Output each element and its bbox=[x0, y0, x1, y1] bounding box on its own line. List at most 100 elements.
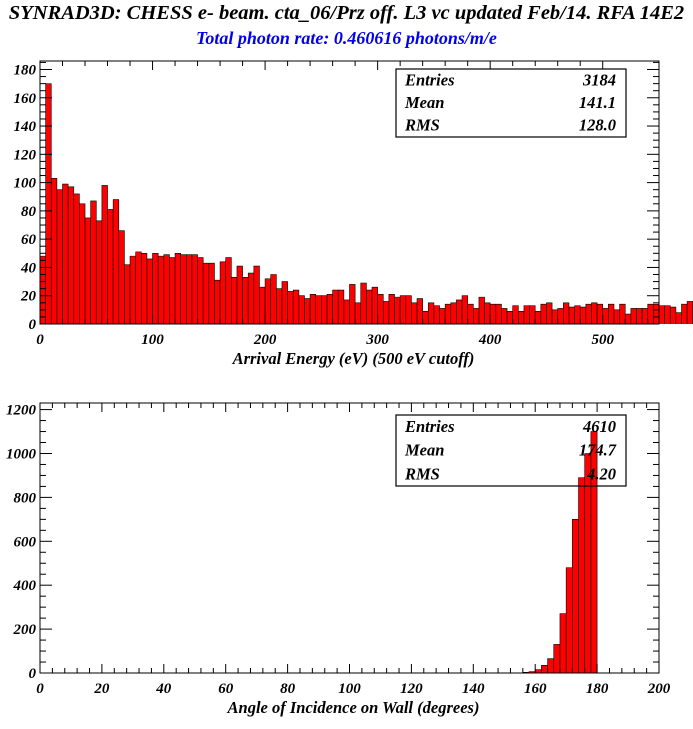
histogram-bar bbox=[445, 304, 451, 324]
histogram-bar bbox=[259, 287, 266, 324]
histogram-bar bbox=[578, 477, 585, 673]
histogram-bar bbox=[400, 295, 406, 324]
histogram-bar bbox=[653, 304, 659, 324]
histogram-bar bbox=[388, 294, 395, 324]
histogram-bar bbox=[383, 301, 389, 324]
y-tick-label: 20 bbox=[20, 289, 37, 305]
histogram-bar bbox=[670, 307, 676, 324]
histogram-bar bbox=[512, 305, 519, 324]
histogram-bar bbox=[225, 257, 232, 324]
stats-box-frame bbox=[395, 414, 627, 487]
x-tick-label: 0 bbox=[36, 681, 44, 697]
x-tick-label: 80 bbox=[280, 681, 296, 697]
histogram-bar bbox=[439, 308, 446, 324]
y-tick-label: 400 bbox=[13, 578, 37, 594]
histogram-bar bbox=[332, 290, 339, 324]
stats-rms-label: RMS bbox=[404, 116, 440, 135]
y-tick-label: 600 bbox=[14, 534, 37, 550]
histogram-bar bbox=[553, 644, 560, 673]
histogram-bar bbox=[574, 305, 581, 324]
histogram-bar bbox=[163, 254, 170, 324]
stats-rms-value: 4.20 bbox=[586, 464, 616, 483]
histogram-bar bbox=[101, 185, 108, 324]
x-tick-label: 200 bbox=[253, 332, 277, 348]
chart-panel-2: 0 20 40 60 80 100 120 140 160 180 200 0 200 400 600 800… bbox=[6, 402, 671, 717]
histogram-bar bbox=[203, 263, 209, 324]
histogram-bar bbox=[529, 305, 536, 324]
histogram-bar bbox=[62, 184, 69, 324]
histogram-bar bbox=[547, 658, 554, 673]
stats-mean-value: 174.7 bbox=[579, 441, 617, 460]
histogram-bar bbox=[326, 294, 333, 324]
histogram-bar bbox=[338, 290, 344, 324]
histogram-bar bbox=[293, 290, 299, 324]
histogram-bar bbox=[197, 257, 204, 324]
histogram-bar bbox=[467, 304, 474, 324]
stats-rms-label: RMS bbox=[404, 464, 440, 483]
histogram-bar bbox=[343, 299, 350, 324]
histogram-bar bbox=[529, 671, 536, 673]
histogram-bar bbox=[568, 307, 575, 324]
histogram-bar bbox=[372, 287, 378, 324]
histogram-bar bbox=[625, 314, 631, 324]
histogram-bar bbox=[152, 253, 159, 324]
histogram-bar bbox=[630, 308, 637, 324]
y-tick-label: 0 bbox=[29, 317, 37, 333]
histogram-bar bbox=[473, 308, 479, 324]
page-subtitle: Total photon rate: 0.460616 photons/m/e bbox=[196, 28, 497, 48]
histogram-bar bbox=[51, 178, 57, 324]
histogram-bar bbox=[484, 302, 491, 324]
x-tick-label: 300 bbox=[365, 332, 389, 348]
histogram-bar bbox=[349, 284, 356, 324]
y-tick-label: 1200 bbox=[6, 403, 37, 419]
histogram-bar bbox=[495, 304, 502, 324]
stats-rms-value: 128.0 bbox=[579, 116, 616, 135]
histogram-bar bbox=[79, 203, 86, 324]
histogram-bar bbox=[433, 305, 440, 324]
histogram-bar bbox=[40, 256, 46, 324]
histogram-bar bbox=[478, 297, 485, 324]
histogram-bar-outline bbox=[590, 431, 598, 673]
x-axis-title: Angle of Incidence on Wall (degrees) bbox=[227, 698, 480, 717]
stats-box: Entries 4610 Mean 174.7 RMS 4.20 bbox=[395, 414, 627, 487]
histogram-bar bbox=[462, 295, 468, 324]
x-tick-label: 400 bbox=[478, 332, 502, 348]
histogram-bar bbox=[585, 304, 592, 324]
histogram-bar bbox=[535, 311, 541, 324]
stats-entries-label: Entries bbox=[404, 417, 455, 436]
histogram-bar bbox=[270, 274, 277, 324]
x-tick-label: 140 bbox=[462, 681, 485, 697]
histogram-bar bbox=[613, 309, 620, 324]
histogram-bar bbox=[563, 302, 569, 324]
x-tick-label: 0 bbox=[36, 332, 44, 348]
histogram-bar bbox=[590, 431, 598, 673]
x-tick-label: 100 bbox=[141, 332, 164, 348]
histogram-bar bbox=[107, 209, 114, 324]
histogram-bar bbox=[642, 308, 648, 324]
x-axis-title: Arrival Energy (eV) (500 eV cutoff) bbox=[232, 349, 475, 368]
histogram-bar bbox=[180, 254, 187, 324]
histogram-bar bbox=[523, 305, 530, 324]
histogram-bar bbox=[191, 254, 198, 324]
histogram-bar bbox=[310, 294, 316, 324]
histogram-bar bbox=[602, 308, 609, 324]
y-tick-label: 160 bbox=[14, 91, 37, 107]
chart-panel-1: 0 100 200 300 400 500 0 20 40 60 80 100 120 140 160 180… bbox=[14, 60, 693, 368]
histogram-bar bbox=[276, 288, 282, 324]
histogram-bar bbox=[90, 200, 97, 324]
histogram-bar bbox=[535, 669, 542, 673]
y-tick-label: 140 bbox=[14, 119, 37, 135]
stats-entries-value: 4610 bbox=[582, 417, 616, 436]
histogram-bar bbox=[141, 253, 147, 324]
histogram-bar bbox=[675, 312, 682, 324]
histogram-bar bbox=[580, 307, 586, 324]
histogram-bar bbox=[636, 308, 643, 324]
histogram-bar bbox=[158, 256, 164, 324]
histogram-bar bbox=[597, 304, 603, 324]
histogram-bar bbox=[281, 281, 288, 324]
page-title: SYNRAD3D: CHESS e- beam. cta_06/Prz off.… bbox=[8, 2, 685, 24]
histogram-bar bbox=[552, 309, 558, 324]
histogram-bar bbox=[647, 304, 654, 324]
histogram-bar bbox=[186, 254, 192, 324]
histogram-bar bbox=[584, 453, 591, 673]
